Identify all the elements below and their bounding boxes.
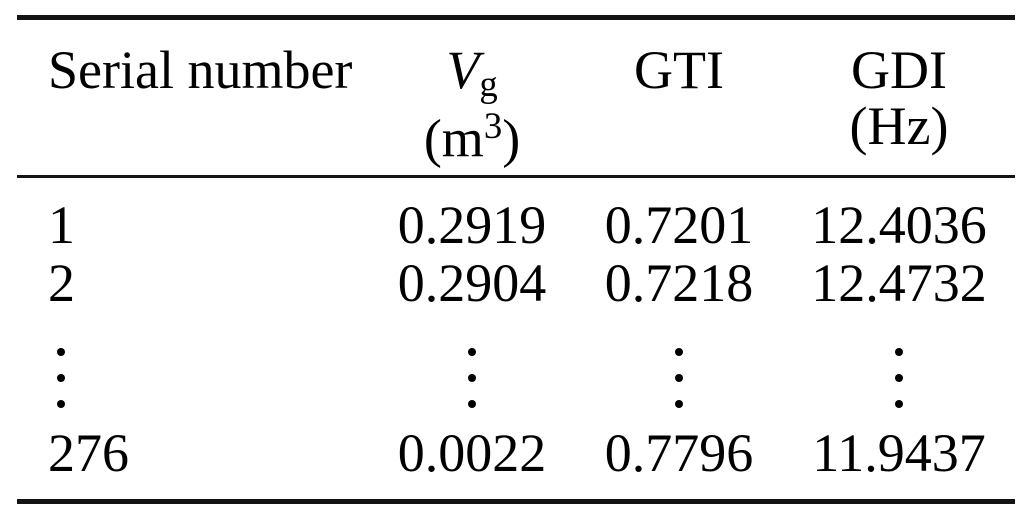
serial-number-label: Serial number — [48, 40, 353, 100]
vg-unit-open: (m — [423, 108, 484, 169]
cell-gdi: 12.4036 — [811, 195, 987, 255]
vg-unit: (m3) — [369, 98, 575, 166]
cell-gti-ellipsis — [575, 312, 783, 424]
gdi-label: GDI — [851, 40, 947, 100]
table-body: 1 0.2919 0.7201 12.4036 2 0.2904 0.7218 … — [17, 178, 1015, 499]
vertical-ellipsis-icon — [57, 348, 65, 408]
cell-gdi: 11.9437 — [812, 423, 986, 483]
vertical-ellipsis-icon — [895, 348, 903, 408]
vg-unit-close: ) — [502, 108, 521, 169]
cell-serial: 276 — [48, 423, 129, 483]
table-row: 1 0.2919 0.7201 12.4036 — [17, 196, 1015, 254]
cell-gti: 0.7201 — [604, 195, 754, 255]
cell-gdi: 12.4732 — [811, 253, 987, 313]
cell-vg: 0.2904 — [397, 253, 547, 313]
vertical-ellipsis-icon — [675, 348, 683, 408]
cell-vg: 0.0022 — [397, 423, 547, 483]
column-header-gdi: GDI (Hz) — [783, 42, 1015, 175]
data-table: Serial number Vg (m3) GTI GDI (Hz) 1 0.2… — [17, 15, 1015, 504]
column-header-gti: GTI — [575, 42, 783, 175]
cell-vg: 0.2919 — [397, 195, 547, 255]
vg-symbol-letter: V — [446, 40, 480, 100]
cell-serial: 2 — [48, 253, 75, 313]
gdi-unit: (Hz) — [849, 96, 949, 156]
column-header-serial-number: Serial number — [17, 42, 369, 175]
gti-label: GTI — [634, 40, 724, 100]
table-header-row: Serial number Vg (m3) GTI GDI (Hz) — [17, 20, 1015, 178]
cell-vg-ellipsis — [369, 312, 575, 424]
cell-serial: 1 — [48, 195, 75, 255]
cell-gdi-ellipsis — [783, 312, 1015, 424]
cell-gti: 0.7796 — [604, 423, 754, 483]
cell-gti: 0.7218 — [604, 253, 754, 313]
table-row: 2 0.2904 0.7218 12.4732 — [17, 254, 1015, 312]
cell-serial-ellipsis — [17, 312, 369, 424]
column-header-vg: Vg (m3) — [369, 42, 575, 175]
vg-subscript: g — [479, 63, 498, 105]
vg-symbol: Vg — [369, 40, 575, 104]
table-row: 276 0.0022 0.7796 11.9437 — [17, 424, 1015, 482]
ellipsis-row — [17, 312, 1015, 424]
vertical-ellipsis-icon — [468, 348, 476, 408]
vg-unit-exponent: 3 — [483, 105, 503, 146]
